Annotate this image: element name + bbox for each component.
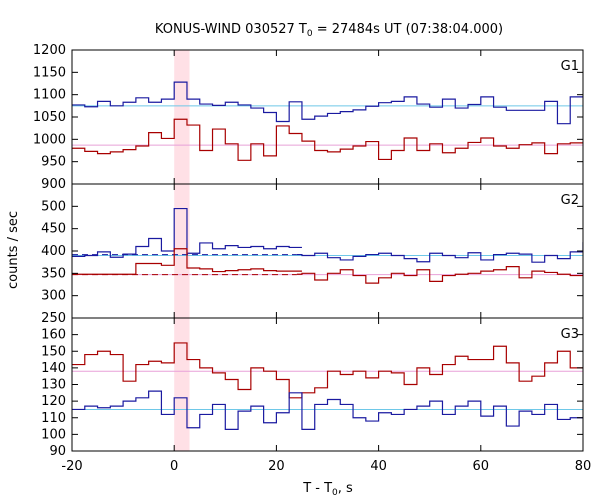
series-g3-blue-1 — [72, 390, 583, 430]
x-tick-label: 0 — [170, 459, 178, 474]
series-g2-red-3 — [296, 266, 583, 284]
y-tick-label: 350 — [41, 266, 66, 281]
y-tick-label: 300 — [41, 289, 66, 304]
highlight-band-layer — [174, 50, 190, 451]
y-tick-label: 1050 — [33, 110, 66, 125]
x-tick-label: -20 — [61, 459, 82, 474]
panel-label-g2: G2 — [561, 193, 579, 208]
series-g1-blue-0 — [72, 81, 583, 125]
panel-g2: 500 450 400 350 300 250 G2 — [41, 183, 584, 326]
x-tick-label: 40 — [370, 459, 387, 474]
panel-label-g3: G3 — [561, 327, 579, 342]
y-tick-label: 90 — [49, 444, 66, 459]
y-tick-label: 450 — [41, 222, 66, 237]
panel-label-g1: G1 — [561, 59, 579, 74]
y-tick-label: 120 — [41, 394, 66, 409]
highlight-band — [174, 50, 190, 451]
x-tick-label: 60 — [473, 459, 490, 474]
series-g2-blue-0 — [72, 207, 302, 258]
x-axis-label: T - T0, s — [302, 481, 353, 498]
y-tick-label: 1000 — [33, 132, 66, 147]
y-tick-label: 1200 — [33, 43, 66, 58]
series-g2-red-2 — [72, 248, 302, 275]
y-tick-label: 1100 — [33, 88, 66, 103]
y-tick-label: 150 — [41, 344, 66, 359]
x-tick-labels: -20 0 20 40 60 80 — [61, 459, 591, 474]
y-tick-label: 100 — [41, 427, 66, 442]
panel-frame-g2 — [71, 183, 584, 319]
series-g2-blue-1 — [296, 242, 583, 263]
x-tick-label: 80 — [575, 459, 592, 474]
y-axis-label: counts / sec — [6, 211, 21, 289]
y-tick-label: 160 — [41, 328, 66, 343]
panel-frame-g1 — [71, 49, 584, 185]
series-g3-red-0 — [72, 342, 583, 399]
chart-title: KONUS-WIND 030527 T0 = 27484s UT (07:38:… — [155, 22, 503, 39]
y-tick-label: 140 — [41, 361, 66, 376]
y-tick-label: 130 — [41, 378, 66, 393]
y-tick-label: 250 — [41, 311, 66, 326]
y-tick-label: 1150 — [33, 65, 66, 80]
y-tick-label: 500 — [41, 199, 66, 214]
y-tick-label: 950 — [41, 155, 66, 170]
y-tick-label: 400 — [41, 244, 66, 259]
series-g1-red-1 — [72, 118, 583, 161]
y-tick-label: 110 — [41, 411, 66, 426]
panel-g1: 1200 1150 1100 1050 1000 950 900 G1 — [33, 43, 584, 192]
y-tick-label: 900 — [41, 177, 66, 192]
x-tick-label: 20 — [268, 459, 285, 474]
